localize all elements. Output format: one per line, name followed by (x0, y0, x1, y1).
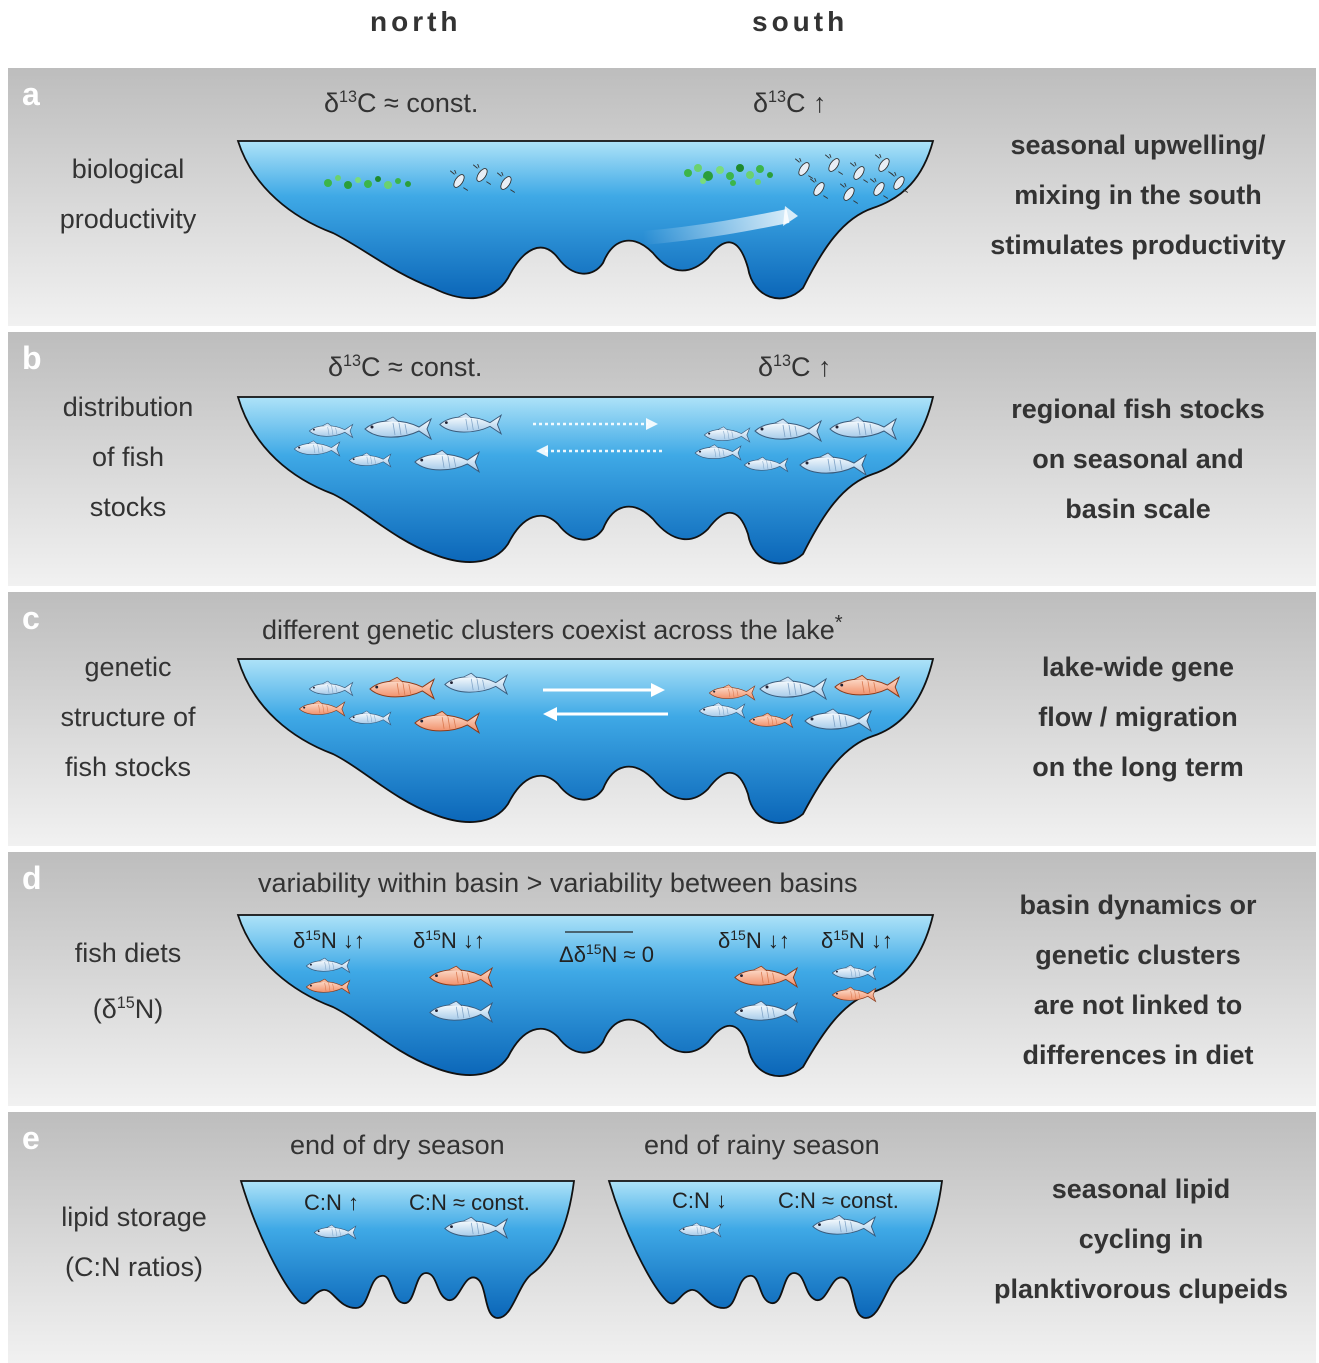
left-line: lipid storage (61, 1202, 207, 1232)
right-label: seasonal upwelling/ mixing in the south … (963, 120, 1313, 270)
panel-e: e lipid storage (C:N ratios) end of dry … (8, 1112, 1316, 1363)
right-line: cycling in (1078, 1224, 1204, 1254)
lake-basin-dry: C:N ↑ C:N ≈ const. (239, 1180, 576, 1319)
migration-arrows (533, 418, 663, 457)
n-label: δ15N ↓↑ (293, 927, 365, 953)
left-line: productivity (59, 204, 197, 234)
right-line: mixing in the south (1014, 180, 1262, 210)
right-label: basin dynamics or genetic clusters are n… (963, 880, 1313, 1080)
dry-season-label: end of dry season (290, 1130, 505, 1160)
right-line: differences in diet (1022, 1040, 1254, 1070)
caption-text: different genetic clusters coexist acros… (262, 615, 835, 645)
left-label: fish diets (δ15N) (28, 928, 228, 1034)
south-marker: δ13C ↑ (753, 88, 827, 118)
left-line: structure of (60, 702, 196, 732)
north-header: north (370, 6, 462, 37)
panel-b: b distribution of fish stocks δ13C ≈ con… (8, 332, 1316, 586)
lake-basin (236, 396, 935, 565)
lake-basin (236, 140, 935, 300)
left-line: fish stocks (64, 752, 192, 782)
right-line: regional fish stocks (1011, 394, 1265, 424)
right-line: planktivorous clupeids (993, 1274, 1289, 1304)
right-line: stimulates productivity (990, 230, 1286, 260)
delta-label: Δδ15N ≈ 0 (559, 931, 654, 967)
n-label: δ15N ↓↑ (718, 927, 790, 953)
panel-a: a biological productivity δ13C ≈ const. δ… (8, 68, 1316, 326)
south-marker: δ13C ↑ (758, 352, 832, 382)
right-line: basin scale (1065, 494, 1211, 524)
left-line: stocks (89, 492, 167, 522)
panel-d: d variability within basin > variability… (8, 852, 1316, 1106)
panel-caption: different genetic clusters coexist acros… (262, 612, 843, 646)
panel-caption: variability within basin > variability b… (258, 868, 858, 898)
right-label: seasonal lipid cycling in planktivorous … (966, 1164, 1316, 1314)
left-label: biological productivity (28, 144, 228, 244)
cn-label: C:N ↑ (304, 1190, 359, 1215)
panel-letter: e (22, 1120, 40, 1156)
north-marker: δ13C ≈ const. (328, 352, 483, 382)
left-line: biological (71, 154, 185, 184)
left-line: of fish (91, 442, 165, 472)
rainy-season-label: end of rainy season (644, 1130, 880, 1160)
phytoplankton-cluster-north (324, 175, 411, 189)
lake-basin (236, 658, 935, 824)
right-line: seasonal lipid (1051, 1174, 1231, 1204)
panel-letter: c (22, 600, 40, 636)
cn-label: C:N ↓ (672, 1188, 727, 1213)
migration-arrows (543, 683, 668, 721)
n-label: δ15N ↓↑ (821, 927, 893, 953)
left-line: distribution (62, 392, 194, 422)
right-line: genetic clusters (1035, 940, 1241, 970)
cn-label: C:N ≈ const. (778, 1188, 899, 1213)
left-label: genetic structure of fish stocks (28, 642, 228, 792)
left-line: fish diets (74, 938, 182, 968)
right-line: on seasonal and (1032, 444, 1244, 474)
north-marker: δ13C ≈ const. (324, 88, 479, 118)
lake-basin-rainy: C:N ↓ C:N ≈ const. (607, 1180, 944, 1319)
lake-basin: δ15N ↓↑ δ15N ↓↑ δ15N ↓↑ δ15N ↓↑ Δδ15N ≈ … (236, 914, 935, 1077)
right-line: flow / migration (1038, 702, 1238, 732)
n-label: δ15N ↓↑ (413, 927, 485, 953)
right-line: on the long term (1032, 752, 1244, 782)
left-label: distribution of fish stocks (28, 382, 228, 532)
panel-letter: d (22, 860, 42, 896)
svg-text:Δδ15N ≈ 0: Δδ15N ≈ 0 (559, 941, 654, 967)
left-label-text: biological productivity (28, 144, 228, 244)
right-line: basin dynamics or (1019, 890, 1257, 920)
panel-c: c different genetic clusters coexist acr… (8, 592, 1316, 846)
right-line: are not linked to (1033, 990, 1243, 1020)
left-label: lipid storage (C:N ratios) (34, 1192, 234, 1292)
panel-letter: b (22, 340, 42, 376)
right-line: lake-wide gene (1041, 652, 1235, 682)
left-line: (C:N ratios) (64, 1252, 203, 1282)
right-label: lake-wide gene flow / migration on the l… (963, 642, 1313, 792)
left-line: genetic (84, 652, 172, 682)
caption-mark: * (834, 612, 843, 634)
left-line: (δ15N) (92, 994, 164, 1024)
cn-label: C:N ≈ const. (409, 1190, 530, 1215)
panel-letter: a (22, 76, 40, 112)
right-label: regional fish stocks on seasonal and bas… (963, 384, 1313, 534)
south-header: south (752, 6, 849, 37)
phytoplankton-cluster-south (684, 164, 773, 186)
right-line: seasonal upwelling/ (1010, 130, 1266, 160)
